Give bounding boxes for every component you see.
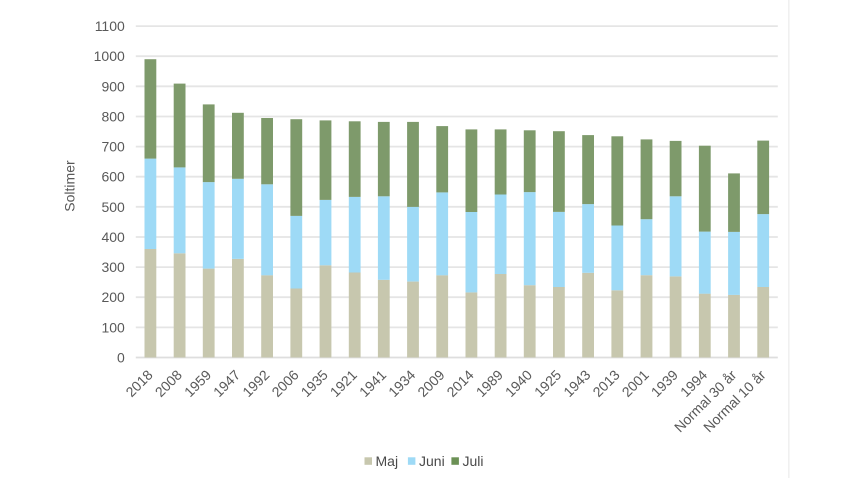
svg-text:300: 300 — [101, 259, 125, 275]
svg-text:0: 0 — [117, 350, 125, 366]
svg-text:Juni: Juni — [419, 453, 445, 469]
svg-text:1000: 1000 — [94, 48, 125, 64]
svg-text:700: 700 — [101, 139, 125, 155]
svg-text:600: 600 — [101, 169, 125, 185]
svg-text:900: 900 — [101, 78, 125, 94]
svg-text:Soltimer: Soltimer — [62, 160, 78, 212]
svg-text:500: 500 — [101, 199, 125, 215]
svg-text:200: 200 — [101, 289, 125, 305]
svg-text:1100: 1100 — [95, 18, 125, 34]
svg-text:Maj: Maj — [376, 453, 399, 469]
svg-text:100: 100 — [101, 319, 125, 335]
svg-text:800: 800 — [101, 109, 125, 125]
svg-text:400: 400 — [101, 229, 125, 245]
svg-text:Juli: Juli — [463, 453, 484, 469]
